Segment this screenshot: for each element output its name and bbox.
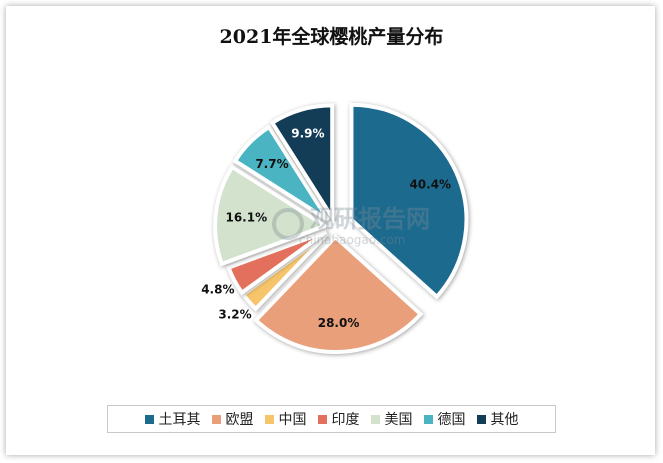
legend-label: 土耳其: [158, 412, 201, 428]
legend-item-5: 美国: [370, 409, 413, 429]
legend-swatch: [370, 414, 380, 424]
watermark-url: chinabaogao.com: [299, 233, 405, 247]
legend-swatch: [317, 414, 327, 424]
pie-slice-4: [225, 229, 328, 296]
legend-item-2: 欧盟: [211, 409, 254, 429]
legend-swatch: [144, 414, 154, 424]
pie-labels: 40.4% 28.0% 3.2% 4.8% 16.1% 7.7% 9.9%: [201, 126, 451, 330]
pie-slice-2: [253, 234, 424, 354]
data-label-3: 3.2%: [218, 307, 251, 321]
legend-swatch: [476, 414, 486, 424]
pie-slice-3: [240, 231, 329, 312]
legend-label: 其他: [490, 412, 519, 428]
legend-swatch: [264, 414, 274, 424]
watermark: 观研报告网 chinabaogao.com: [272, 205, 430, 247]
legend-item-3: 中国: [264, 409, 307, 429]
chart-frame: [6, 6, 655, 455]
data-label-6: 7.7%: [255, 157, 288, 171]
legend-label: 印度: [331, 412, 360, 428]
pie-slices: [213, 102, 469, 354]
legend-label: 中国: [278, 412, 307, 428]
watermark-logo-icon: [272, 208, 304, 240]
pie-slice-1: [349, 102, 469, 300]
legend-item-4: 印度: [317, 409, 360, 429]
pie-slice-5: [213, 164, 330, 267]
pie-slice-6: [232, 124, 330, 222]
data-label-7: 9.9%: [291, 126, 324, 140]
data-label-5: 16.1%: [225, 210, 267, 224]
pie-slice-7: [269, 103, 335, 225]
chart-title: 2021年全球樱桃产量分布: [219, 26, 444, 48]
legend-label: 德国: [437, 412, 466, 428]
watermark-text: 观研报告网: [310, 205, 430, 233]
legend-label: 美国: [384, 412, 413, 428]
data-label-4: 4.8%: [201, 282, 234, 296]
legend-swatch: [423, 414, 433, 424]
legend-item-7: 其他: [476, 409, 519, 429]
legend-swatch: [211, 414, 221, 424]
chart-legend: 土耳其 欧盟 中国 印度 美国 德国 其他: [107, 405, 556, 433]
data-label-2: 28.0%: [318, 316, 360, 330]
legend-item-6: 德国: [423, 409, 466, 429]
legend-label: 欧盟: [225, 412, 254, 428]
legend-item-1: 土耳其: [144, 409, 201, 429]
data-label-1: 40.4%: [409, 178, 451, 192]
